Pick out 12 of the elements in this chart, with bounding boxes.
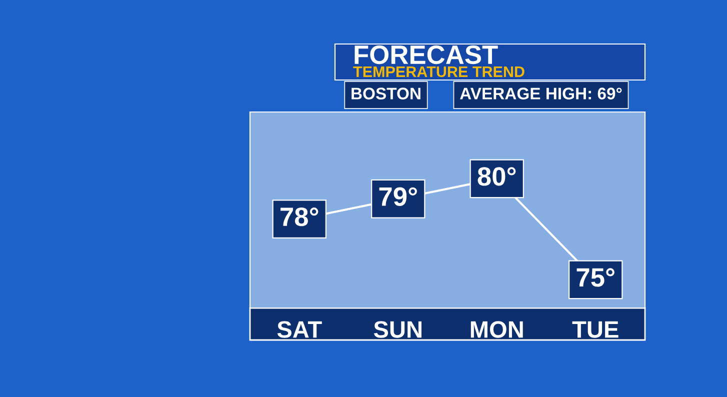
chart-title: FORECAST [354, 45, 498, 64]
data-label: 79° [379, 187, 417, 206]
x-tick-label: SAT [277, 321, 322, 338]
data-label: 80° [478, 167, 516, 186]
x-tick-label: MON [470, 321, 523, 338]
text: BOSTON [352, 88, 420, 100]
data-label: 78° [280, 207, 318, 226]
data-label: 75° [576, 268, 614, 287]
x-tick-label: SUN [374, 321, 422, 338]
chart-subtitle: TEMPERATURE TREND [353, 66, 524, 78]
text: AVERAGE HIGH: 69° [460, 88, 622, 100]
x-tick-label: TUE [572, 321, 618, 338]
